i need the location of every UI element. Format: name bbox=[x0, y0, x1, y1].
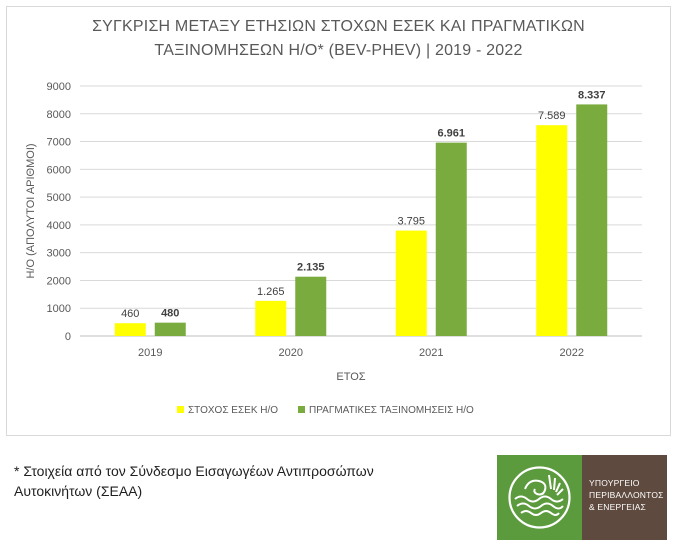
y-tick-label: 3000 bbox=[47, 248, 71, 260]
y-tick-label: 8000 bbox=[47, 109, 71, 121]
x-tick-label: 2021 bbox=[419, 347, 443, 359]
logo-line-3: & ΕΝΕΡΓΕΙΑΣ bbox=[589, 502, 647, 512]
bar bbox=[295, 276, 327, 336]
footnote: * Στοιχεία από τον Σύνδεσμο Εισαγωγέων Α… bbox=[14, 463, 374, 499]
y-tick-label: 1000 bbox=[47, 303, 71, 315]
y-tick-label: 7000 bbox=[47, 137, 71, 149]
x-axis-title: ΕΤΟΣ bbox=[336, 371, 365, 383]
bar bbox=[255, 300, 287, 336]
data-label: 3.795 bbox=[397, 216, 425, 228]
y-tick-label: 6000 bbox=[47, 164, 71, 176]
legend-swatch bbox=[298, 406, 305, 413]
x-tick-label: 2020 bbox=[279, 347, 303, 359]
y-tick-label: 0 bbox=[65, 331, 71, 343]
x-tick-label: 2022 bbox=[560, 347, 584, 359]
ministry-logo: ΥΠΟΥΡΓΕΙΟ ΠΕΡΙΒΑΛΛΟΝΤΟΣ & ΕΝΕΡΓΕΙΑΣ bbox=[497, 455, 667, 540]
logo-line-2: ΠΕΡΙΒΑΛΛΟΝΤΟΣ bbox=[589, 490, 664, 500]
logo-line-1: ΥΠΟΥΡΓΕΙΟ bbox=[589, 478, 640, 488]
data-label: 2.135 bbox=[297, 262, 325, 274]
bar bbox=[536, 125, 568, 336]
y-tick-label: 9000 bbox=[47, 81, 71, 93]
y-tick-label: 5000 bbox=[47, 192, 71, 204]
x-tick-label: 2019 bbox=[138, 347, 162, 359]
y-axis-title: Η/Ο (ΑΠΟΛΥΤΟΙ ΑΡΙΘΜΟΙ) bbox=[25, 143, 37, 278]
legend-label: ΣΤΟΧΟΣ ΕΣΕΚ Η/Ο bbox=[188, 405, 278, 416]
chart-canvas: 0 1000 2000 3000 4000 5000 6000 7000 8000 9000 460… bbox=[25, 81, 642, 416]
data-label: 7.589 bbox=[538, 110, 566, 122]
data-label: 1.265 bbox=[257, 286, 285, 298]
y-tick-label: 2000 bbox=[47, 275, 71, 287]
logo-text: ΥΠΟΥΡΓΕΙΟ ΠΕΡΙΒΑΛΛΟΝΤΟΣ & ΕΝΕΡΓΕΙΑΣ bbox=[582, 455, 667, 540]
legend-swatch bbox=[177, 406, 184, 413]
bar bbox=[576, 104, 608, 337]
data-label: 480 bbox=[161, 308, 179, 320]
data-label: 8.337 bbox=[578, 89, 606, 101]
y-tick-label: 4000 bbox=[47, 220, 71, 232]
bar bbox=[435, 142, 467, 336]
chart-title: ΣΥΓΚΡΙΣΗ ΜΕΤΑΞΥ ΕΤΗΣΙΩΝ ΣΤΟΧΩΝ ΕΣΕΚ ΚΑΙ … bbox=[7, 15, 670, 63]
logo-emblem bbox=[497, 455, 582, 540]
chart-title-line-1: ΣΥΓΚΡΙΣΗ ΜΕΤΑΞΥ ΕΤΗΣΙΩΝ ΣΤΟΧΩΝ ΕΣΕΚ ΚΑΙ … bbox=[92, 18, 585, 35]
data-label: 6.961 bbox=[437, 128, 465, 140]
emblem-icon bbox=[508, 466, 571, 529]
chart-title-line-2: ΤΑΞΙΝΟΜΗΣΕΩΝ Η/Ο* (BEV-PHEV) | 2019 - 20… bbox=[154, 42, 523, 59]
chart-panel: ΣΥΓΚΡΙΣΗ ΜΕΤΑΞΥ ΕΤΗΣΙΩΝ ΣΤΟΧΩΝ ΕΣΕΚ ΚΑΙ … bbox=[6, 6, 671, 436]
bar bbox=[395, 230, 427, 336]
legend-label: ΠΡΑΓΜΑΤΙΚΕΣ ΤΑΞΙΝΟΜΗΣΕΙΣ Η/Ο bbox=[309, 405, 474, 416]
bar bbox=[154, 322, 186, 336]
bar bbox=[114, 323, 146, 336]
data-label: 460 bbox=[121, 308, 139, 320]
